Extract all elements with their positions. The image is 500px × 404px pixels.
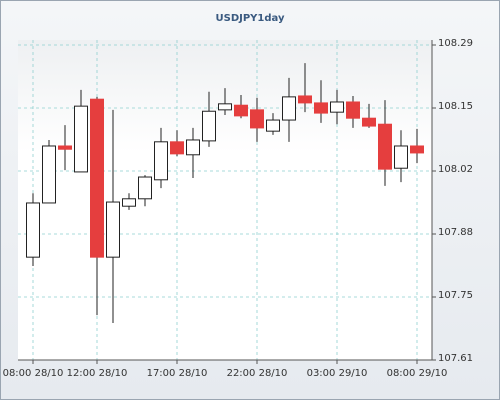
candle-body xyxy=(58,145,72,150)
candle-body xyxy=(74,105,88,173)
x-tick-label: 03:00 29/10 xyxy=(307,368,368,379)
chart-title: USDJPY1day xyxy=(216,13,285,24)
candle-body xyxy=(186,139,200,156)
y-tick-label: 108.02 xyxy=(438,164,473,175)
candle-body xyxy=(106,201,120,258)
x-tick-label: 17:00 28/10 xyxy=(147,368,208,379)
y-tick-label: 107.61 xyxy=(438,353,473,364)
candle-body xyxy=(122,198,136,207)
candle-body xyxy=(346,101,360,119)
candle-body xyxy=(218,103,232,111)
candle-body xyxy=(26,202,40,258)
candle-body xyxy=(154,141,168,181)
y-tick-label: 108.29 xyxy=(438,38,473,49)
y-tick-label: 107.88 xyxy=(438,227,473,238)
x-tick-label: 08:00 29/10 xyxy=(387,368,448,379)
candle-body xyxy=(90,98,104,258)
candle-body xyxy=(362,117,376,127)
candle-body xyxy=(170,141,184,155)
candle-body xyxy=(138,176,152,200)
candle-body xyxy=(330,101,344,113)
x-tick-label: 22:00 28/10 xyxy=(227,368,288,379)
x-tick-label: 12:00 28/10 xyxy=(67,368,128,379)
y-tick-label: 108.15 xyxy=(438,101,473,112)
candle-body xyxy=(394,145,408,169)
candle-body xyxy=(410,145,424,154)
x-tick-label: 08:00 28/10 xyxy=(3,368,64,379)
plot-area xyxy=(18,40,432,360)
candle-body xyxy=(378,123,392,170)
candle-body xyxy=(314,102,328,114)
candle-body xyxy=(298,95,312,104)
candle-body xyxy=(202,110,216,142)
candle-body xyxy=(266,119,280,132)
y-tick-label: 107.75 xyxy=(438,290,473,301)
candle-body xyxy=(250,109,264,129)
candle-body xyxy=(42,145,56,204)
candle-body xyxy=(282,96,296,121)
candle-body xyxy=(234,104,248,117)
